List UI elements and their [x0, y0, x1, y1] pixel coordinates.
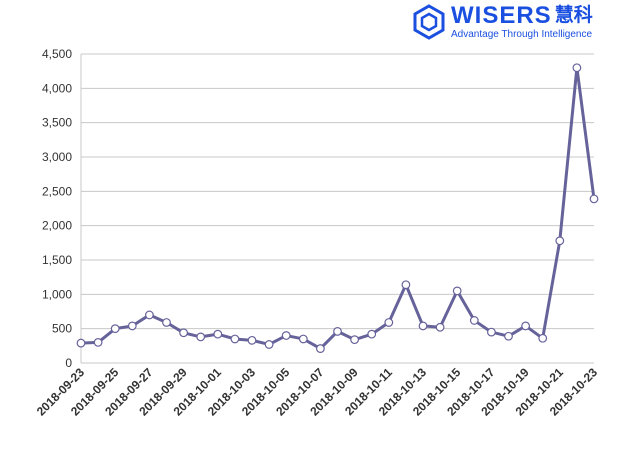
- y-tick-label: 4,500: [42, 47, 72, 61]
- data-point: [127, 321, 137, 331]
- y-tick-label: 0: [65, 356, 72, 370]
- data-point: [179, 328, 189, 338]
- data-point: [247, 335, 257, 345]
- data-point: [196, 332, 206, 342]
- data-point: [487, 327, 496, 337]
- y-tick-label: 1,000: [42, 287, 72, 301]
- series-line: [80, 66, 596, 351]
- data-point: [555, 236, 565, 246]
- data-point: [589, 194, 599, 204]
- data-point: [367, 329, 377, 339]
- data-point: [350, 335, 360, 345]
- logo-brand: WISERS: [451, 2, 552, 29]
- data-point: [316, 344, 325, 353]
- data-point: [538, 333, 548, 343]
- y-tick-label: 2,000: [42, 219, 72, 233]
- data-point: [435, 322, 445, 332]
- logo-tagline: Advantage Through Intelligence: [451, 29, 593, 40]
- data-point: [469, 316, 479, 325]
- data-point: [264, 340, 274, 349]
- y-tick-label: 3,000: [42, 150, 72, 164]
- data-point: [213, 329, 223, 339]
- hexagon-logo-icon: [413, 4, 445, 40]
- data-point: [333, 327, 342, 336]
- data-point: [418, 321, 428, 331]
- data-point: [452, 286, 462, 296]
- logo-text: WISERS 慧科 Advantage Through Intelligence: [451, 4, 593, 41]
- data-point: [298, 334, 308, 344]
- y-tick-label: 4,000: [42, 81, 72, 95]
- y-tick-label: 3,500: [42, 116, 72, 130]
- data-point: [572, 63, 582, 73]
- data-point: [384, 318, 394, 327]
- data-point: [76, 338, 86, 348]
- data-point: [93, 338, 103, 347]
- data-point: [401, 280, 411, 290]
- data-point: [281, 331, 291, 340]
- data-point: [504, 331, 513, 341]
- y-tick-label: 2,500: [42, 184, 72, 198]
- data-point: [521, 321, 530, 331]
- data-point: [110, 324, 120, 334]
- data-point: [144, 310, 154, 320]
- y-tick-label: 1,500: [42, 253, 72, 267]
- logo-brand-cn: 慧科: [554, 5, 593, 26]
- logo-brand-row: WISERS 慧科: [451, 4, 593, 28]
- data-point: [162, 318, 171, 327]
- data-point: [230, 334, 240, 344]
- wisers-logo: WISERS 慧科 Advantage Through Intelligence: [412, 4, 593, 41]
- y-tick-label: 500: [52, 322, 72, 336]
